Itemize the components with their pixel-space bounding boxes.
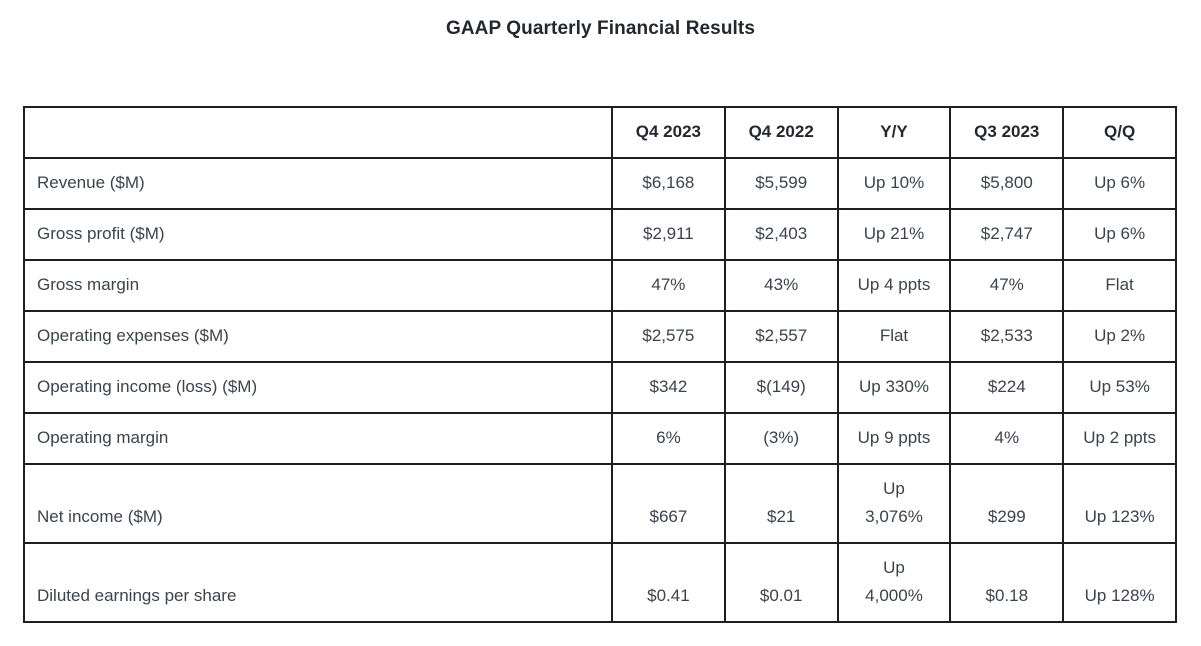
table-body: Revenue ($M) $6,168 $5,599 Up 10% $5,800 Up 6… bbox=[23, 157, 1177, 623]
table-row: Operating income (loss) ($M) $342 $(149) Up… bbox=[23, 361, 1177, 414]
row-label: Diluted earnings per share bbox=[23, 542, 613, 623]
cell-value: Up 6% bbox=[1062, 157, 1177, 210]
cell-value: Up 4 ppts bbox=[836, 259, 952, 312]
row-label: Gross margin bbox=[23, 259, 613, 312]
cell-value: $342 bbox=[611, 361, 726, 414]
table-row: Net income ($M) $667 $21 Up 3,076% $299 Up 12… bbox=[23, 463, 1177, 544]
cell-value: Up 10% bbox=[836, 157, 952, 210]
cell-value: 6% bbox=[611, 412, 726, 465]
row-label: Revenue ($M) bbox=[23, 157, 613, 210]
cell-value: Up 330% bbox=[836, 361, 952, 414]
cell-value: $2,911 bbox=[611, 208, 726, 261]
cell-value: $5,800 bbox=[949, 157, 1065, 210]
column-header: Q4 2022 bbox=[723, 106, 839, 159]
cell-value: Flat bbox=[836, 310, 952, 363]
column-header: Q/Q bbox=[1062, 106, 1177, 159]
cell-value: Up 21% bbox=[836, 208, 952, 261]
cell-value: $0.41 bbox=[611, 542, 726, 623]
table-row: Diluted earnings per share $0.41 $0.01 Up 4… bbox=[23, 542, 1177, 623]
cell-value: Up 4,000% bbox=[836, 542, 952, 623]
header-row: Q4 2023 Q4 2022 Y/Y Q3 2023 Q/Q bbox=[23, 106, 1177, 159]
cell-value: 47% bbox=[611, 259, 726, 312]
row-label: Operating margin bbox=[23, 412, 613, 465]
cell-value: $2,747 bbox=[949, 208, 1065, 261]
cell-value: 47% bbox=[949, 259, 1065, 312]
row-label: Operating expenses ($M) bbox=[23, 310, 613, 363]
corner-header bbox=[23, 106, 613, 159]
cell-value: $0.01 bbox=[723, 542, 839, 623]
cell-value: $21 bbox=[723, 463, 839, 544]
cell-value: $2,557 bbox=[723, 310, 839, 363]
cell-value: $2,533 bbox=[949, 310, 1065, 363]
cell-value: $2,403 bbox=[723, 208, 839, 261]
cell-value: Up 9 ppts bbox=[836, 412, 952, 465]
row-label: Operating income (loss) ($M) bbox=[23, 361, 613, 414]
cell-value: Flat bbox=[1062, 259, 1177, 312]
column-header: Y/Y bbox=[836, 106, 952, 159]
page-title: GAAP Quarterly Financial Results bbox=[445, 18, 756, 39]
table-row: Operating margin 6% (3%) Up 9 ppts 4% Up 2 pp… bbox=[23, 412, 1177, 465]
table-row: Gross profit ($M) $2,911 $2,403 Up 21% $2,74… bbox=[23, 208, 1177, 261]
column-header: Q3 2023 bbox=[949, 106, 1065, 159]
cell-value: $0.18 bbox=[949, 542, 1065, 623]
cell-value: Up 123% bbox=[1062, 463, 1177, 544]
column-header: Q4 2023 bbox=[611, 106, 726, 159]
cell-value: Up 2% bbox=[1062, 310, 1177, 363]
table-row: Revenue ($M) $6,168 $5,599 Up 10% $5,800 Up 6… bbox=[23, 157, 1177, 210]
cell-value: Up 2 ppts bbox=[1062, 412, 1177, 465]
table-row: Operating expenses ($M) $2,575 $2,557 Flat $… bbox=[23, 310, 1177, 363]
row-label: Gross profit ($M) bbox=[23, 208, 613, 261]
cell-value: (3%) bbox=[723, 412, 839, 465]
cell-value: Up 3,076% bbox=[836, 463, 952, 544]
cell-value: $667 bbox=[611, 463, 726, 544]
cell-value: $2,575 bbox=[611, 310, 726, 363]
cell-value: 4% bbox=[949, 412, 1065, 465]
row-label: Net income ($M) bbox=[23, 463, 613, 544]
cell-value: Up 53% bbox=[1062, 361, 1177, 414]
cell-value: $(149) bbox=[723, 361, 839, 414]
cell-value: 43% bbox=[723, 259, 839, 312]
table-row: Gross margin 47% 43% Up 4 ppts 47% Flat bbox=[23, 259, 1177, 312]
cell-value: Up 6% bbox=[1062, 208, 1177, 261]
cell-value: Up 128% bbox=[1062, 542, 1177, 623]
financial-results-table: Q4 2023 Q4 2022 Y/Y Q3 2023 Q/Q Revenue ($M)… bbox=[23, 106, 1177, 623]
cell-value: $6,168 bbox=[611, 157, 726, 210]
cell-value: $5,599 bbox=[723, 157, 839, 210]
cell-value: $224 bbox=[949, 361, 1065, 414]
cell-value: $299 bbox=[949, 463, 1065, 544]
